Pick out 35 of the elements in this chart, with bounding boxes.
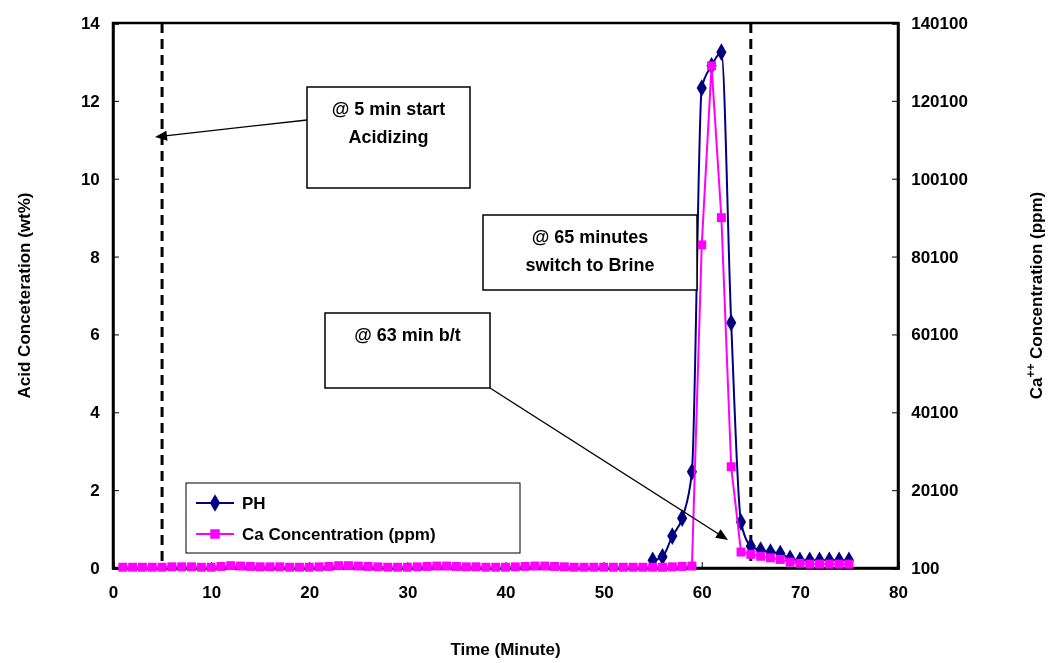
- y-tick-label: 6: [90, 325, 100, 345]
- legend-label: Ca Concentration (ppm): [242, 525, 436, 544]
- y2-tick-label: 20100: [911, 481, 959, 501]
- y2-tick-label: 40100: [911, 403, 959, 423]
- x-tick-label: 70: [790, 583, 810, 603]
- y-tick-label: 4: [90, 403, 101, 423]
- y-tick-label: 14: [80, 13, 101, 33]
- y2-tick-label: 100: [911, 558, 940, 578]
- y2-tick-label: 120100: [911, 91, 968, 111]
- annotation: @ 5 min start Acidizing: [331, 99, 446, 147]
- y2-tick-label: 60100: [911, 325, 959, 345]
- x-tick-label: 50: [594, 583, 614, 603]
- annotation: @ 63 min b/t: [354, 325, 461, 345]
- legend-label: PH: [242, 494, 266, 513]
- note-box: @ 65 minutes switch to Brine: [482, 214, 698, 291]
- annotation: @ 65 minutes switch to Brine: [525, 227, 655, 275]
- y-axis-title: Acid Conceteration (wt%): [15, 192, 34, 399]
- x-tick-label: 80: [889, 583, 908, 603]
- note-box: @ 63 min b/t: [324, 312, 491, 389]
- note-box: @ 5 min start Acidizing: [306, 86, 471, 189]
- y-tick-label: 10: [80, 169, 100, 189]
- y-tick-label: 2: [90, 481, 100, 501]
- y-tick-label: 8: [90, 247, 100, 267]
- x-axis-title: Time (Minute): [450, 640, 561, 659]
- x-tick-label: 20: [300, 583, 320, 603]
- x-tick-label: 0: [108, 583, 119, 603]
- x-tick-label: 40: [496, 583, 516, 603]
- y2-tick-label: 140100: [911, 13, 968, 33]
- x-tick-label: 60: [692, 583, 712, 603]
- y2-tick-label: 80100: [911, 247, 959, 267]
- y-tick-label: 12: [80, 91, 100, 111]
- y2-tick-label: 100100: [911, 169, 968, 189]
- y-tick-label: 0: [90, 558, 100, 578]
- x-tick-label: 10: [202, 583, 222, 603]
- x-tick-label: 30: [398, 583, 418, 603]
